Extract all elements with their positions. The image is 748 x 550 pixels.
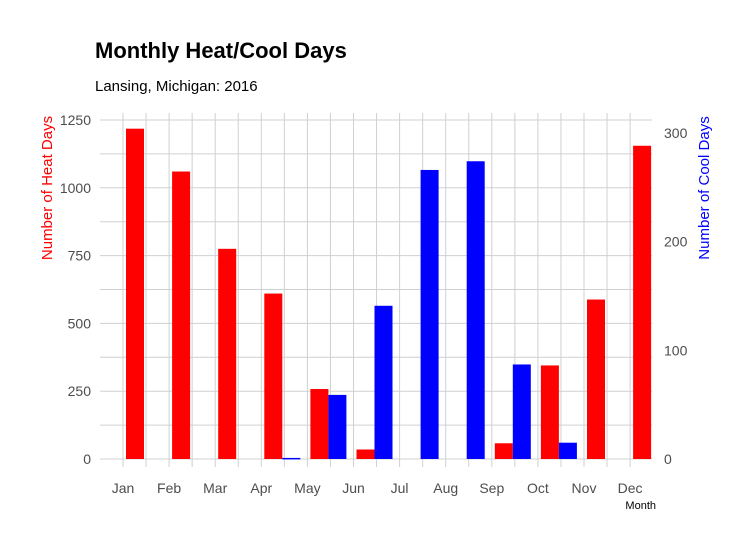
heat-bar-jan xyxy=(126,128,144,459)
cool-bar-sep xyxy=(512,364,531,459)
y-left-tick: 1000 xyxy=(60,180,91,196)
x-tick-jul: Jul xyxy=(391,480,409,496)
x-tick-feb: Feb xyxy=(157,480,181,496)
bars xyxy=(126,128,652,460)
heat-bar-may xyxy=(310,389,329,459)
heat-bar-dec xyxy=(633,145,652,459)
cool-bar-oct xyxy=(558,442,577,459)
y-left-tick: 250 xyxy=(68,383,92,399)
x-tick-jun: Jun xyxy=(342,480,365,496)
cool-bar-apr xyxy=(282,457,301,460)
x-tick-labels: Jan Feb Mar Apr May Jun Jul Aug Sep Oct Nov Dec xyxy=(112,480,643,496)
x-tick-dec: Dec xyxy=(618,480,643,496)
y-left-tick-labels: 0 250 500 750 1000 1250 xyxy=(60,112,91,467)
x-tick-nov: Nov xyxy=(572,480,597,496)
x-tick-aug: Aug xyxy=(433,480,458,496)
y-left-tick: 1250 xyxy=(60,112,91,128)
cool-bar-may xyxy=(328,394,347,459)
heat-bar-sep xyxy=(494,443,513,459)
x-tick-apr: Apr xyxy=(250,480,272,496)
y-left-tick: 750 xyxy=(68,248,92,264)
y-right-tick: 0 xyxy=(664,451,672,467)
heat-bar-oct xyxy=(540,365,559,459)
y-left-tick: 500 xyxy=(68,315,92,331)
chart-subtitle: Lansing, Michigan: 2016 xyxy=(95,78,258,95)
x-tick-sep: Sep xyxy=(479,480,504,496)
cool-bar-jun xyxy=(374,305,393,459)
x-tick-oct: Oct xyxy=(527,480,549,496)
x-tick-mar: Mar xyxy=(203,480,227,496)
chart-title: Monthly Heat/Cool Days xyxy=(95,38,347,63)
heat-bar-jun xyxy=(356,449,375,459)
cool-bar-aug xyxy=(466,161,485,459)
x-axis-title: Month xyxy=(625,500,656,512)
y-right-tick: 100 xyxy=(664,342,688,358)
heat-bar-mar xyxy=(218,248,237,459)
heat-bar-apr xyxy=(264,293,283,459)
y-right-tick-labels: 0 100 200 300 xyxy=(664,125,688,467)
x-tick-jan: Jan xyxy=(112,480,135,496)
y-right-tick: 300 xyxy=(664,125,688,141)
y-right-axis-title: Number of Cool Days xyxy=(696,116,713,259)
x-tick-may: May xyxy=(294,480,320,496)
cool-bar-jul xyxy=(420,169,439,460)
y-right-tick: 200 xyxy=(664,234,688,250)
heat-bar-feb xyxy=(172,171,191,459)
y-left-axis-title: Number of Heat Days xyxy=(39,116,56,260)
heat-bar-nov xyxy=(587,299,605,459)
y-left-tick: 0 xyxy=(83,451,91,467)
